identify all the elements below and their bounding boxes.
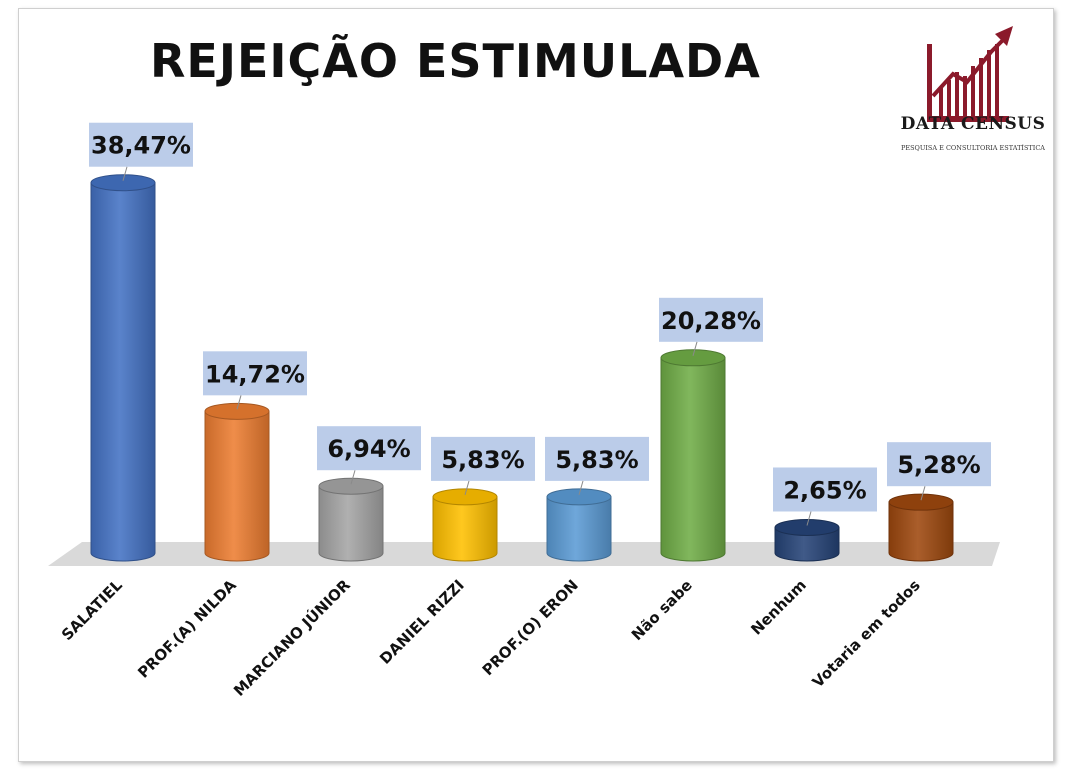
bar-body <box>774 526 840 562</box>
category-label: PROF.(O) ERON <box>479 576 582 679</box>
bar-top <box>660 349 726 367</box>
bar-body <box>546 496 612 562</box>
bar-top <box>432 488 498 506</box>
bar-5 <box>546 488 612 562</box>
bar-1 <box>90 174 156 562</box>
category-label: Nenhum <box>747 576 810 639</box>
bar-top <box>774 518 840 536</box>
category-label: SALATIEL <box>58 576 126 644</box>
chart-title: REJEIÇÃO ESTIMULADA <box>150 34 761 88</box>
data-label: 38,47% <box>91 132 191 160</box>
brand-name: DATA CENSUS <box>900 114 1046 134</box>
chart-floor <box>48 542 1000 566</box>
bar-body <box>660 357 726 562</box>
category-label: PROF.(A) NILDA <box>134 576 240 682</box>
data-label-box <box>887 442 991 487</box>
bar-top <box>318 477 384 495</box>
bar-8 <box>888 493 954 562</box>
category-label: MARCIANO JÚNIOR <box>229 575 354 700</box>
leader-line <box>578 480 584 496</box>
data-label-box <box>773 467 877 512</box>
bar-body <box>204 410 270 562</box>
data-label-box <box>431 436 535 481</box>
bar-2 <box>204 402 270 562</box>
brand-tagline: PESQUISA E CONSULTORIA ESTATÍSTICA <box>900 144 1045 152</box>
data-label-box <box>89 122 193 167</box>
bar-body <box>432 496 498 562</box>
leader-line <box>920 486 926 501</box>
data-label-box <box>545 436 649 481</box>
leader-line <box>122 166 128 181</box>
bar-body <box>318 485 384 562</box>
data-label: 5,28% <box>897 451 980 479</box>
category-label: Votaria em todos <box>809 576 924 691</box>
bar-4 <box>432 488 498 562</box>
bar-top <box>204 402 270 420</box>
data-label-box <box>317 426 421 471</box>
leader-line <box>236 395 242 410</box>
bar-3 <box>318 477 384 562</box>
data-census-logo-icon <box>927 26 1013 122</box>
data-label: 14,72% <box>205 360 305 388</box>
bar-top <box>888 493 954 511</box>
leader-line <box>464 480 470 496</box>
bar-top <box>90 174 156 192</box>
data-label-box <box>659 297 763 342</box>
bar-6 <box>660 349 726 562</box>
data-label: 5,83% <box>555 446 638 474</box>
data-label-box <box>203 351 307 396</box>
data-label: 6,94% <box>327 435 410 463</box>
leader-line <box>350 470 356 485</box>
leader-line <box>806 511 812 526</box>
data-label: 5,83% <box>441 446 524 474</box>
category-label: Não sabe <box>628 576 696 644</box>
data-label: 20,28% <box>661 307 761 335</box>
bar-body <box>888 501 954 562</box>
bar-body <box>90 182 156 562</box>
leader-line <box>692 341 698 356</box>
category-label: DANIEL RIZZI <box>376 576 468 668</box>
bar-7 <box>774 518 840 562</box>
data-label: 2,65% <box>783 476 866 504</box>
bar-top <box>546 488 612 506</box>
